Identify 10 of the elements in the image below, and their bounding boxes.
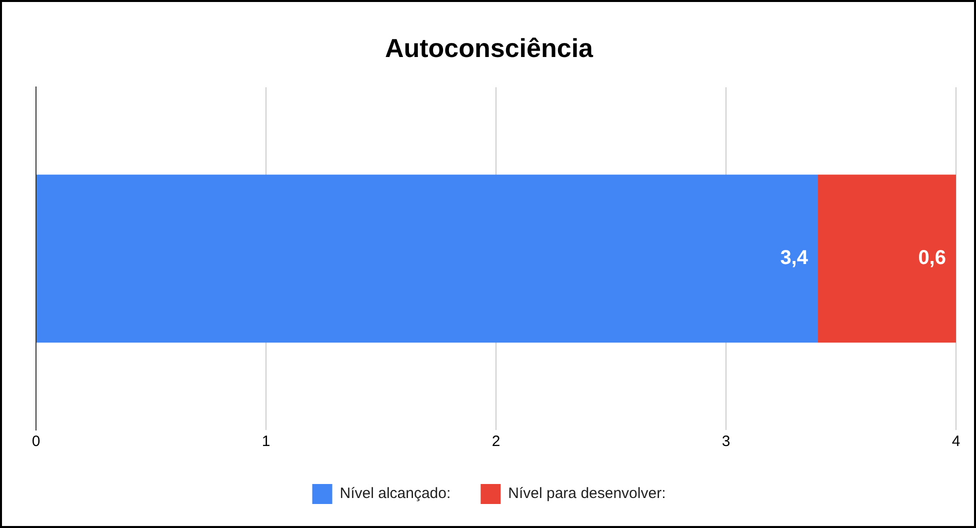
x-tick-label: 3 [722,433,730,450]
data-label: 0,6 [918,247,946,270]
x-tick-label: 1 [262,433,270,450]
x-tick-label: 4 [952,433,960,450]
legend-label: Nível para desenvolver: [508,485,666,502]
legend-label: Nível alcançado: [340,485,451,502]
chart-title: Autoconsciência [384,32,594,63]
data-label: 3,4 [780,247,809,270]
x-tick-label: 2 [492,433,500,450]
x-tick-label: 0 [32,433,40,450]
